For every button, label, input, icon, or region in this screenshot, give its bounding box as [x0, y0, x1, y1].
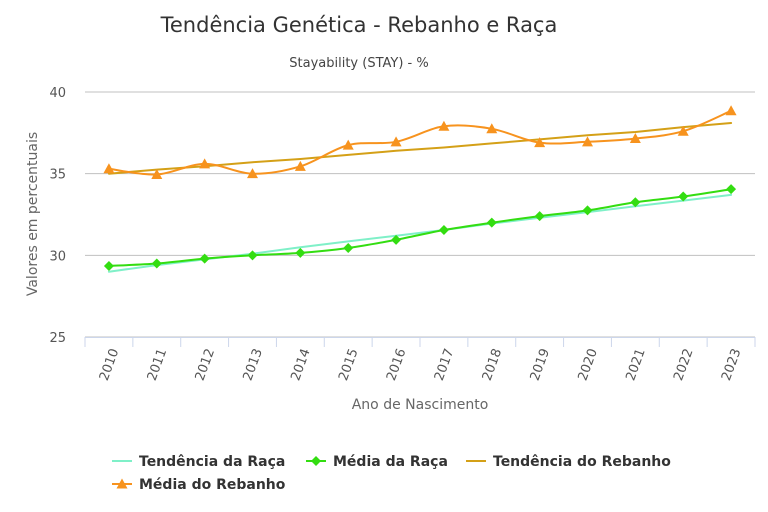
y-tick-label: 30	[49, 249, 66, 264]
x-tick-label: 2019	[528, 347, 553, 383]
data-point-media-do-rebanho[interactable]	[199, 158, 211, 169]
legend-marker[interactable]	[116, 478, 128, 489]
x-tick-label: 2010	[97, 347, 122, 383]
x-tick-label: 2012	[193, 347, 218, 383]
data-point-media-da-raca[interactable]	[486, 217, 497, 228]
data-point-media-da-raca[interactable]	[582, 205, 593, 216]
data-point-media-da-raca[interactable]	[726, 184, 737, 195]
data-point-media-do-rebanho[interactable]	[294, 160, 306, 171]
x-axis-label: Ano de Nascimento	[352, 397, 489, 413]
grid	[85, 91, 755, 338]
data-point-media-do-rebanho[interactable]	[486, 123, 498, 134]
legend-item-tendencia-da-raca[interactable]: Tendência da Raça	[112, 454, 285, 470]
chart-title: Tendência Genética - Rebanho e Raça	[160, 13, 558, 37]
data-point-media-da-raca[interactable]	[630, 197, 641, 208]
data-point-media-do-rebanho[interactable]	[247, 168, 258, 179]
x-tick-label: 2022	[671, 347, 696, 383]
data-point-media-da-raca[interactable]	[438, 225, 449, 236]
series-media-do-rebanho	[103, 105, 737, 179]
x-tick-label: 2017	[432, 347, 457, 383]
y-tick-label: 35	[49, 168, 66, 183]
y-axis-ticks: 25 30 35 40	[49, 86, 66, 346]
data-point-media-do-rebanho[interactable]	[390, 136, 402, 147]
data-point-media-da-raca[interactable]	[295, 247, 306, 258]
x-tick-label: 2023	[719, 347, 744, 383]
data-point-media-da-raca[interactable]	[199, 253, 210, 264]
x-tick-label: 2013	[241, 347, 266, 383]
x-tick-label: 2021	[623, 347, 648, 383]
x-tick-label: 2018	[480, 347, 505, 383]
data-point-media-da-raca[interactable]	[151, 258, 162, 269]
legend[interactable]: Tendência da Raça Média da Raça Tendência …	[112, 454, 671, 493]
data-point-media-do-rebanho[interactable]	[438, 120, 450, 131]
x-tick-label: 2016	[384, 347, 409, 383]
series-media-da-raca	[103, 184, 737, 271]
data-point-media-da-raca[interactable]	[103, 260, 114, 271]
y-tick-label: 40	[49, 86, 66, 101]
x-tick-label: 2014	[288, 347, 313, 383]
legend-marker[interactable]	[311, 456, 321, 466]
y-tick-label: 25	[49, 331, 66, 346]
series-group	[103, 105, 737, 273]
data-point-media-do-rebanho[interactable]	[534, 137, 546, 148]
data-point-media-do-rebanho[interactable]	[725, 105, 737, 116]
series-line-media-do-rebanho[interactable]	[107, 109, 733, 176]
data-point-media-da-raca[interactable]	[391, 234, 402, 245]
legend-item-media-da-raca[interactable]: Média da Raça	[306, 454, 448, 470]
data-point-media-da-raca[interactable]	[534, 211, 545, 222]
legend-label: Média do Rebanho	[139, 477, 286, 493]
data-point-media-do-rebanho[interactable]	[582, 136, 593, 147]
chart-subtitle: Stayability (STAY) - %	[289, 56, 428, 71]
data-point-media-do-rebanho[interactable]	[629, 133, 641, 144]
legend-label: Tendência da Raça	[139, 454, 285, 470]
data-point-media-do-rebanho[interactable]	[677, 125, 689, 136]
x-axis-ticks: 2010 2011 2012 2013 2014 2015 2016 2017 2018 2019…	[84, 337, 756, 383]
x-tick-label: 2020	[576, 347, 601, 383]
data-point-media-da-raca[interactable]	[678, 191, 689, 202]
data-point-media-da-raca[interactable]	[343, 242, 354, 253]
data-point-media-do-rebanho[interactable]	[342, 139, 354, 150]
y-axis-label: Valores em percentuais	[25, 132, 41, 296]
legend-label: Média da Raça	[333, 454, 448, 470]
legend-label: Tendência do Rebanho	[493, 454, 671, 470]
data-point-media-da-raca[interactable]	[247, 250, 258, 261]
data-point-media-do-rebanho[interactable]	[103, 163, 115, 174]
legend-item-tendencia-do-rebanho[interactable]: Tendência do Rebanho	[466, 454, 671, 470]
x-tick-label: 2015	[336, 347, 361, 383]
data-point-media-do-rebanho[interactable]	[151, 168, 163, 179]
legend-item-media-do-rebanho[interactable]: Média do Rebanho	[112, 477, 286, 493]
x-tick-label: 2011	[145, 347, 170, 383]
